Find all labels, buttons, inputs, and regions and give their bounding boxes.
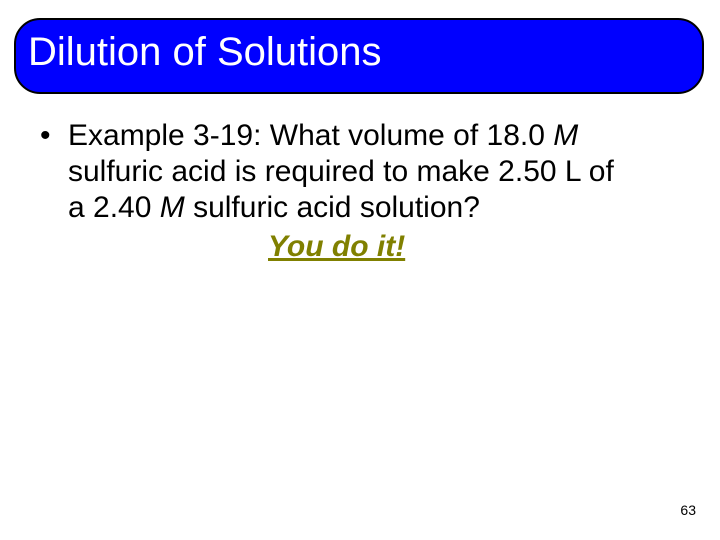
body-line-1-pre: Example 3-19: What volume of 18.0 <box>68 119 553 152</box>
bullet-icon: • <box>40 118 68 154</box>
slide: { "title": { "text": "Dilution of Soluti… <box>0 0 720 540</box>
body-line-3-post: sulfuric acid solution? <box>185 191 480 224</box>
slide-title: Dilution of Solutions <box>28 30 382 75</box>
body-text: • Example 3-19: What volume of 18.0 M su… <box>40 118 680 226</box>
body-line-1-it: M <box>553 119 578 152</box>
page-number: 63 <box>680 502 696 518</box>
callout-text: You do it! <box>268 230 405 264</box>
body-line-3-pre: a 2.40 <box>68 191 160 224</box>
body-line-3-it: M <box>160 191 185 224</box>
body-line-2-pre: sulfuric acid is required to make 2.50 L… <box>68 155 614 188</box>
